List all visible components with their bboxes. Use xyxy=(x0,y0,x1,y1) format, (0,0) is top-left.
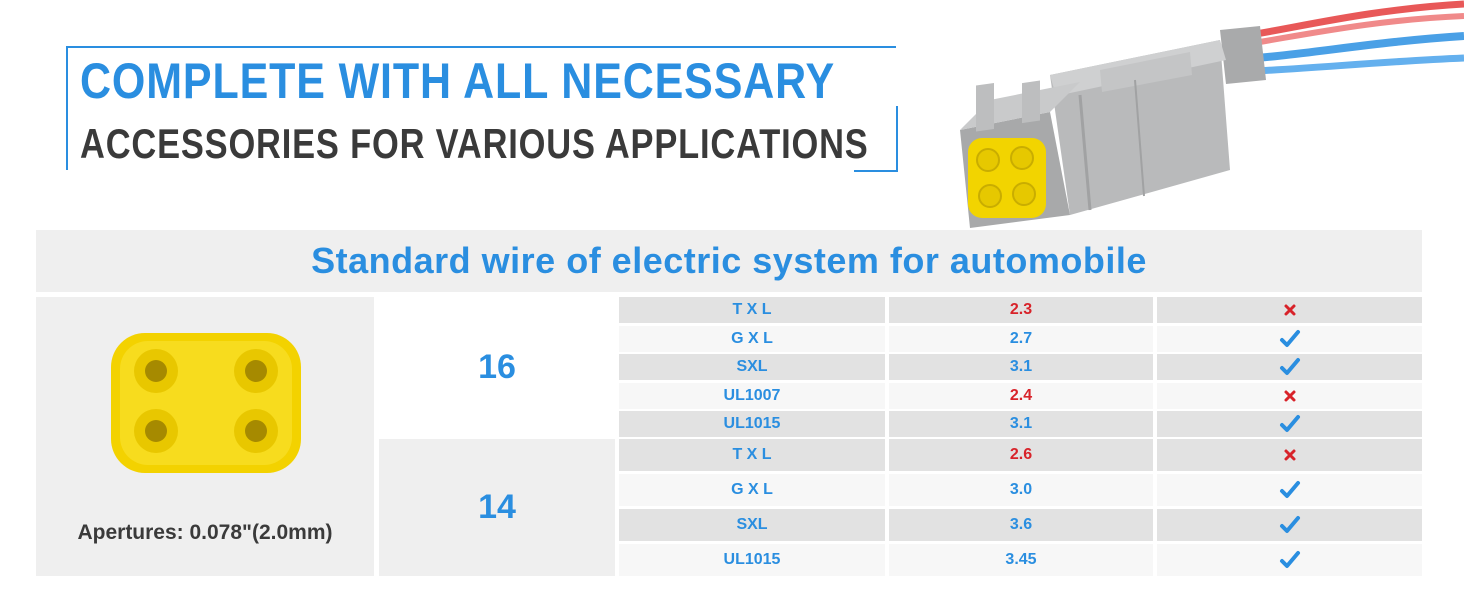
headline-line-1: COMPLETE WITH ALL NECESSARY xyxy=(80,53,836,109)
wire-diameter: 2.4 xyxy=(889,383,1153,409)
table-row: T X L 2.3 xyxy=(619,297,1422,323)
fit-cell xyxy=(1157,474,1422,506)
fit-cell xyxy=(1157,544,1422,576)
wire-diameter: 3.1 xyxy=(889,354,1153,380)
cross-icon xyxy=(1284,304,1295,316)
table-title-band: Standard wire of electric system for aut… xyxy=(36,230,1422,292)
cross-icon xyxy=(1284,390,1295,402)
cross-icon xyxy=(1284,449,1295,461)
check-icon xyxy=(1279,415,1300,432)
wire-diameter: 2.3 xyxy=(889,297,1153,323)
table-row: UL1015 3.1 xyxy=(619,411,1422,437)
fit-cell xyxy=(1157,509,1422,541)
wire-diameter: 3.6 xyxy=(889,509,1153,541)
wire-type: T X L xyxy=(619,297,885,323)
table-row: G X L 2.7 xyxy=(619,326,1422,352)
wire-type: SXL xyxy=(619,354,885,380)
aperture-panel: Apertures: 0.078"(2.0mm) xyxy=(36,297,374,576)
check-icon xyxy=(1279,516,1300,533)
headline-frame xyxy=(66,46,898,172)
wire-type: G X L xyxy=(619,474,885,506)
table-row: T X L 2.6 xyxy=(619,439,1422,471)
wire-diameter: 2.6 xyxy=(889,439,1153,471)
fit-cell xyxy=(1157,383,1422,409)
table-row: UL1007 2.4 xyxy=(619,383,1422,409)
gauge-cell-14: 14 xyxy=(379,439,615,576)
insert-aperture-image xyxy=(111,333,301,473)
check-icon xyxy=(1279,330,1300,347)
table-row: UL1015 3.45 xyxy=(619,544,1422,576)
fit-cell xyxy=(1157,326,1422,352)
wire-diameter: 3.45 xyxy=(889,544,1153,576)
wire-diameter: 3.0 xyxy=(889,474,1153,506)
check-icon xyxy=(1279,551,1300,568)
gauge-cell-16: 16 xyxy=(379,297,615,437)
wire-type: UL1007 xyxy=(619,383,885,409)
wire-diameter: 2.7 xyxy=(889,326,1153,352)
fit-cell xyxy=(1157,411,1422,437)
fit-cell xyxy=(1157,439,1422,471)
aperture-label: Apertures: 0.078"(2.0mm) xyxy=(77,521,333,544)
connector-image xyxy=(960,0,1464,228)
table-row: SXL 3.1 xyxy=(619,354,1422,380)
wire-diameter: 3.1 xyxy=(889,411,1153,437)
check-icon xyxy=(1279,358,1300,375)
check-icon xyxy=(1279,481,1300,498)
wire-type: UL1015 xyxy=(619,411,885,437)
fit-cell xyxy=(1157,354,1422,380)
headline-line-2: ACCESSORIES FOR VARIOUS APPLICATIONS xyxy=(80,120,869,167)
wire-type: UL1015 xyxy=(619,544,885,576)
table-row: SXL 3.6 xyxy=(619,509,1422,541)
wire-type: SXL xyxy=(619,509,885,541)
wire-type: T X L xyxy=(619,439,885,471)
table-title: Standard wire of electric system for aut… xyxy=(311,240,1147,281)
table-row: G X L 3.0 xyxy=(619,474,1422,506)
fit-cell xyxy=(1157,297,1422,323)
wire-type: G X L xyxy=(619,326,885,352)
